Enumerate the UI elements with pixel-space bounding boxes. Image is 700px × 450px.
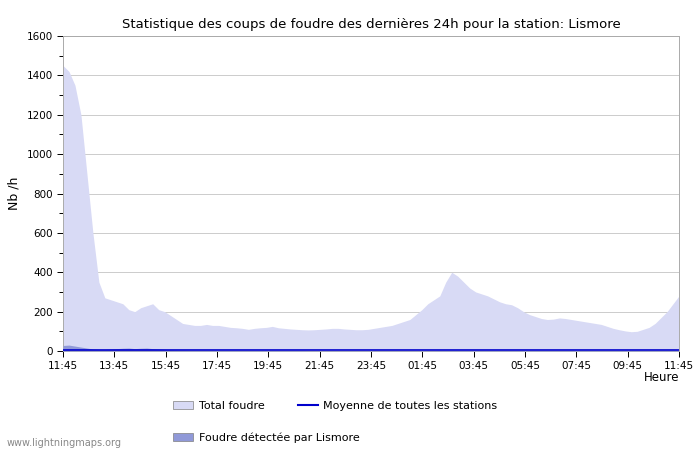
Title: Statistique des coups de foudre des dernières 24h pour la station: Lismore: Statistique des coups de foudre des dern… xyxy=(122,18,620,31)
Text: www.lightningmaps.org: www.lightningmaps.org xyxy=(7,438,122,448)
Y-axis label: Nb /h: Nb /h xyxy=(8,177,21,210)
Text: Heure: Heure xyxy=(643,371,679,384)
Legend: Foudre détectée par Lismore: Foudre détectée par Lismore xyxy=(174,432,360,443)
